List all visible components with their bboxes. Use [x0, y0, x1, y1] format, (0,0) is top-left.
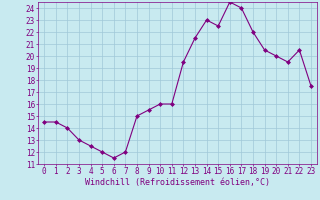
X-axis label: Windchill (Refroidissement éolien,°C): Windchill (Refroidissement éolien,°C) — [85, 178, 270, 187]
